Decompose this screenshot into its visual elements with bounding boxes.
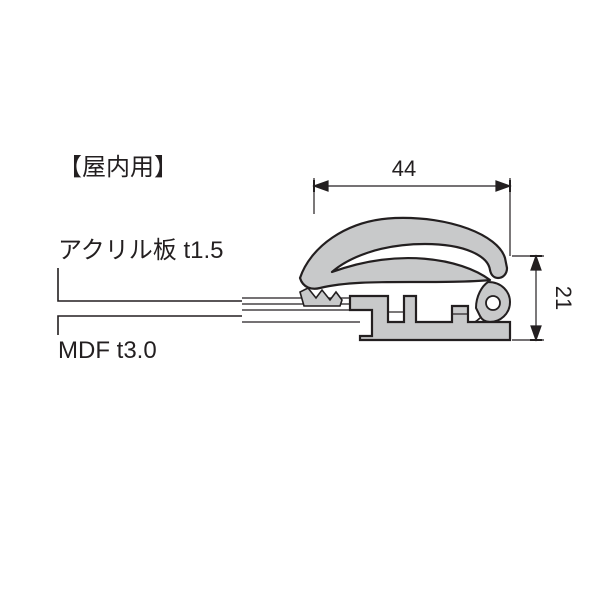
dimension-height — [512, 256, 544, 340]
mdf-sheet — [242, 310, 360, 322]
label-leaders — [58, 268, 242, 335]
dimension-height-value: 21 — [551, 286, 576, 310]
snap-cover — [300, 218, 507, 289]
dimension-width-value: 44 — [392, 156, 416, 181]
hinge-knuckle — [468, 282, 510, 324]
grip-teeth — [300, 288, 342, 306]
mdf-label: MDF t3.0 — [58, 337, 157, 364]
diagram-title: 【屋内用】 — [58, 154, 178, 181]
acrylic-label: アクリル板 t1.5 — [58, 237, 224, 264]
cross-section-diagram: 【屋内用】 アクリル板 t1.5 MDF t3.0 — [0, 0, 600, 600]
